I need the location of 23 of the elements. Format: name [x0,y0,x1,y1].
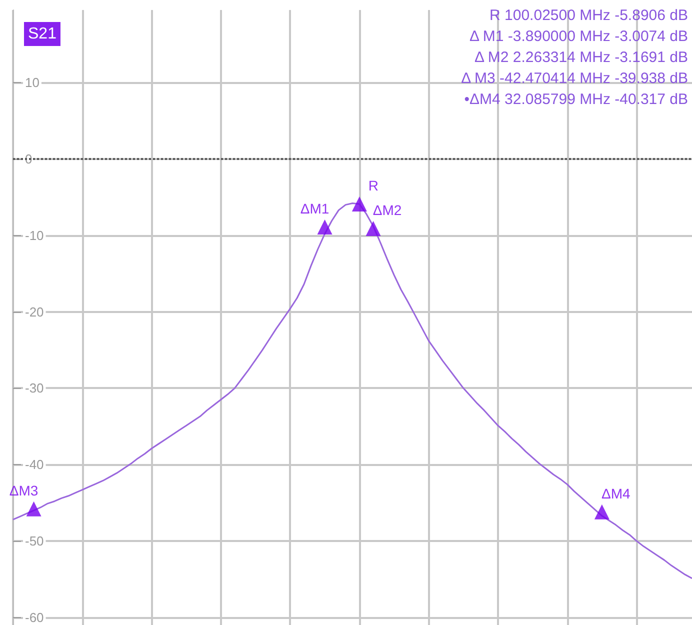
annotation: Δ M2 2.263314 MHz -3.1691 dB [474,49,688,66]
data-label: ΔM3 [9,482,38,498]
y-tick-label: 10 [25,75,40,90]
text: S21 [28,26,57,42]
point [594,504,610,520]
data-label: ΔM1 [300,200,330,216]
annotation: •ΔM4 32.085799 MHz -40.317 dB [464,91,688,108]
annotation: Δ M1 -3.890000 MHz -3.0074 dB [470,28,688,45]
y-tick-label: -20 [25,304,44,320]
y-tick-label: -40 [25,457,44,472]
data-label: ΔM2 [372,202,402,218]
y-tick-label: -30 [25,380,44,396]
annotation: Δ M3 -42.470414 MHz -39.938 dB [461,70,688,87]
annotation: R 100.02500 MHz -5.8906 dB [490,7,688,24]
point [26,501,42,516]
point [317,219,332,234]
data-label: R [368,178,378,194]
y-tick-label: -60 [25,610,44,625]
data-label: ΔM4 [602,485,631,502]
point [366,220,381,236]
y-tick-label: -10 [25,228,44,243]
point [352,196,367,212]
y-tick-label: -50 [25,533,44,548]
